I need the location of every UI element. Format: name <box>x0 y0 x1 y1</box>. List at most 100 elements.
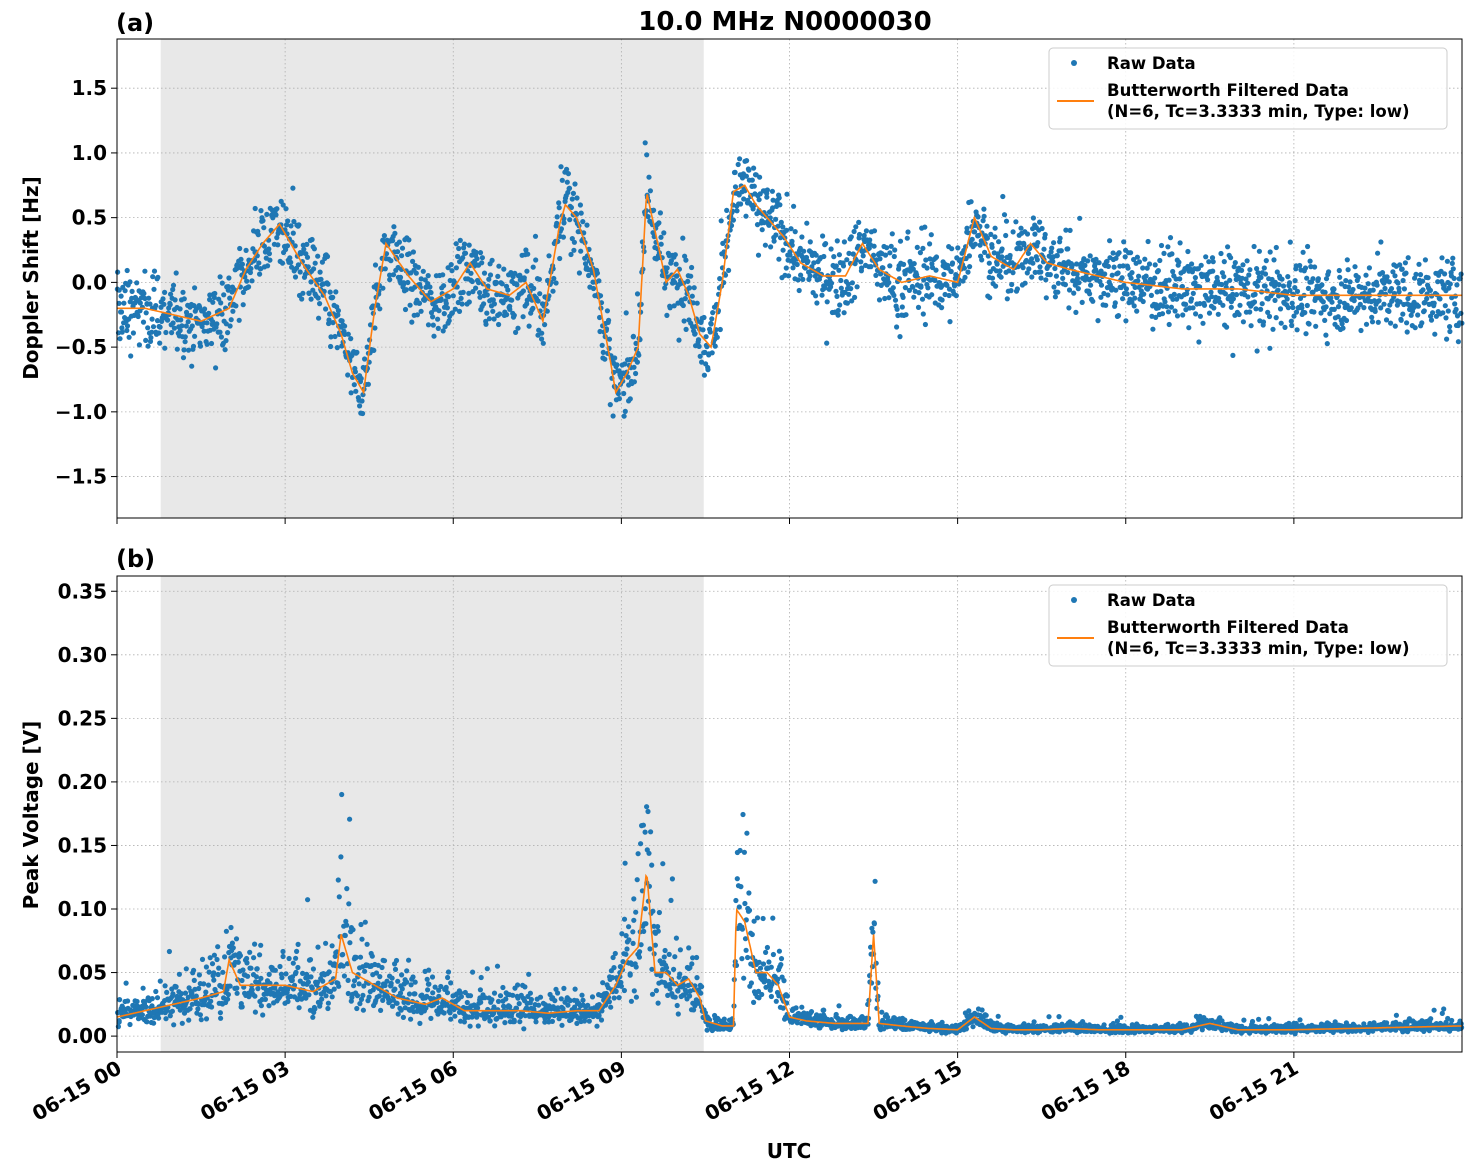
doppler-raw-point <box>968 199 974 205</box>
doppler-raw-point <box>1266 313 1273 320</box>
doppler-raw-point <box>622 361 628 367</box>
doppler-raw-point <box>1192 275 1198 281</box>
doppler-raw-point <box>799 234 805 240</box>
doppler-raw-point <box>1157 257 1163 264</box>
doppler-raw-point <box>476 280 482 286</box>
doppler-raw-point <box>248 266 254 272</box>
doppler-raw-point <box>823 241 829 247</box>
doppler-raw-point <box>1308 264 1314 270</box>
doppler-raw-point <box>1209 255 1216 261</box>
doppler-raw-point <box>208 340 215 347</box>
doppler-raw-point <box>783 265 789 271</box>
doppler-raw-point <box>1375 319 1381 325</box>
voltage-raw-point <box>443 984 449 990</box>
voltage-raw-point <box>872 878 878 884</box>
doppler-raw-point <box>440 328 446 334</box>
voltage-raw-point <box>445 969 452 975</box>
doppler-raw-point <box>533 257 539 263</box>
voltage-raw-point <box>517 1019 523 1025</box>
voltage-raw-point <box>586 1018 592 1024</box>
voltage-raw-point <box>149 996 155 1002</box>
doppler-raw-point <box>897 334 903 340</box>
doppler-raw-point <box>984 235 991 241</box>
voltage-raw-point <box>171 1022 177 1028</box>
voltage-raw-point <box>423 1005 429 1011</box>
doppler-raw-point <box>702 349 708 355</box>
doppler-raw-point <box>874 281 881 287</box>
doppler-raw-point <box>815 266 822 273</box>
doppler-raw-point <box>1408 312 1414 318</box>
voltage-raw-point <box>435 1011 441 1017</box>
doppler-raw-point <box>631 364 637 370</box>
doppler-raw-point <box>927 241 933 247</box>
doppler-raw-point <box>292 243 298 249</box>
doppler-ytick-label: −1.5 <box>55 465 107 489</box>
doppler-raw-point <box>578 210 584 216</box>
doppler-raw-point <box>1052 265 1058 272</box>
voltage-raw-point <box>196 985 202 992</box>
voltage-raw-point <box>579 992 585 998</box>
doppler-raw-point <box>444 305 450 311</box>
doppler-raw-point <box>182 339 188 345</box>
doppler-raw-point <box>1172 308 1178 314</box>
doppler-raw-point <box>710 310 716 316</box>
doppler-raw-point <box>1135 278 1141 284</box>
voltage-raw-point <box>417 1020 423 1026</box>
doppler-raw-point <box>853 224 859 230</box>
doppler-raw-point <box>1140 298 1146 305</box>
voltage-raw-point <box>649 862 655 868</box>
doppler-raw-point <box>689 264 695 271</box>
doppler-raw-point <box>1363 272 1369 278</box>
doppler-raw-point <box>1447 328 1453 335</box>
doppler-raw-point <box>148 335 154 341</box>
doppler-raw-point <box>1176 259 1182 265</box>
doppler-raw-point <box>442 324 448 330</box>
voltage-raw-point <box>252 941 258 947</box>
doppler-raw-point <box>1440 310 1446 316</box>
doppler-raw-point <box>415 264 421 270</box>
doppler-raw-point <box>1326 269 1332 275</box>
doppler-raw-point <box>1162 299 1168 305</box>
doppler-raw-point <box>1277 306 1284 312</box>
doppler-raw-point <box>1209 294 1215 300</box>
voltage-raw-point <box>596 1012 602 1019</box>
doppler-raw-point <box>1047 272 1053 278</box>
doppler-raw-point <box>489 257 495 263</box>
doppler-raw-point <box>876 297 883 303</box>
voltage-raw-point <box>687 988 693 994</box>
doppler-raw-point <box>1190 290 1196 296</box>
doppler-raw-point <box>1043 295 1049 301</box>
voltage-raw-point <box>666 951 672 958</box>
doppler-raw-point <box>348 390 354 396</box>
doppler-raw-point <box>491 301 497 307</box>
voltage-raw-point <box>295 941 301 948</box>
doppler-raw-point <box>801 248 807 254</box>
voltage-raw-point <box>436 993 442 999</box>
doppler-raw-point <box>345 372 351 378</box>
doppler-raw-point <box>1189 261 1195 267</box>
doppler-raw-point <box>739 175 746 181</box>
doppler-raw-point <box>708 321 714 327</box>
doppler-raw-point <box>768 244 774 250</box>
doppler-raw-point <box>804 220 810 226</box>
doppler-raw-point <box>1447 324 1453 330</box>
doppler-raw-point <box>1096 260 1102 266</box>
voltage-raw-point <box>262 996 268 1003</box>
voltage-raw-point <box>233 936 240 942</box>
doppler-raw-point <box>790 265 796 271</box>
voltage-raw-point <box>290 960 296 966</box>
doppler-raw-point <box>317 269 323 275</box>
doppler-raw-point <box>1302 265 1309 271</box>
doppler-raw-point <box>1350 286 1356 293</box>
doppler-raw-point <box>312 260 318 266</box>
doppler-raw-point <box>755 252 762 258</box>
voltage-raw-point <box>1101 1022 1107 1028</box>
doppler-raw-point <box>1230 296 1236 302</box>
doppler-raw-point <box>848 286 854 292</box>
doppler-raw-point <box>513 329 519 335</box>
voltage-raw-point <box>404 968 410 974</box>
voltage-raw-point <box>979 1007 985 1013</box>
legend-raw-label: Raw Data <box>1107 54 1196 73</box>
voltage-raw-point <box>116 1019 122 1025</box>
doppler-raw-point <box>530 264 536 270</box>
